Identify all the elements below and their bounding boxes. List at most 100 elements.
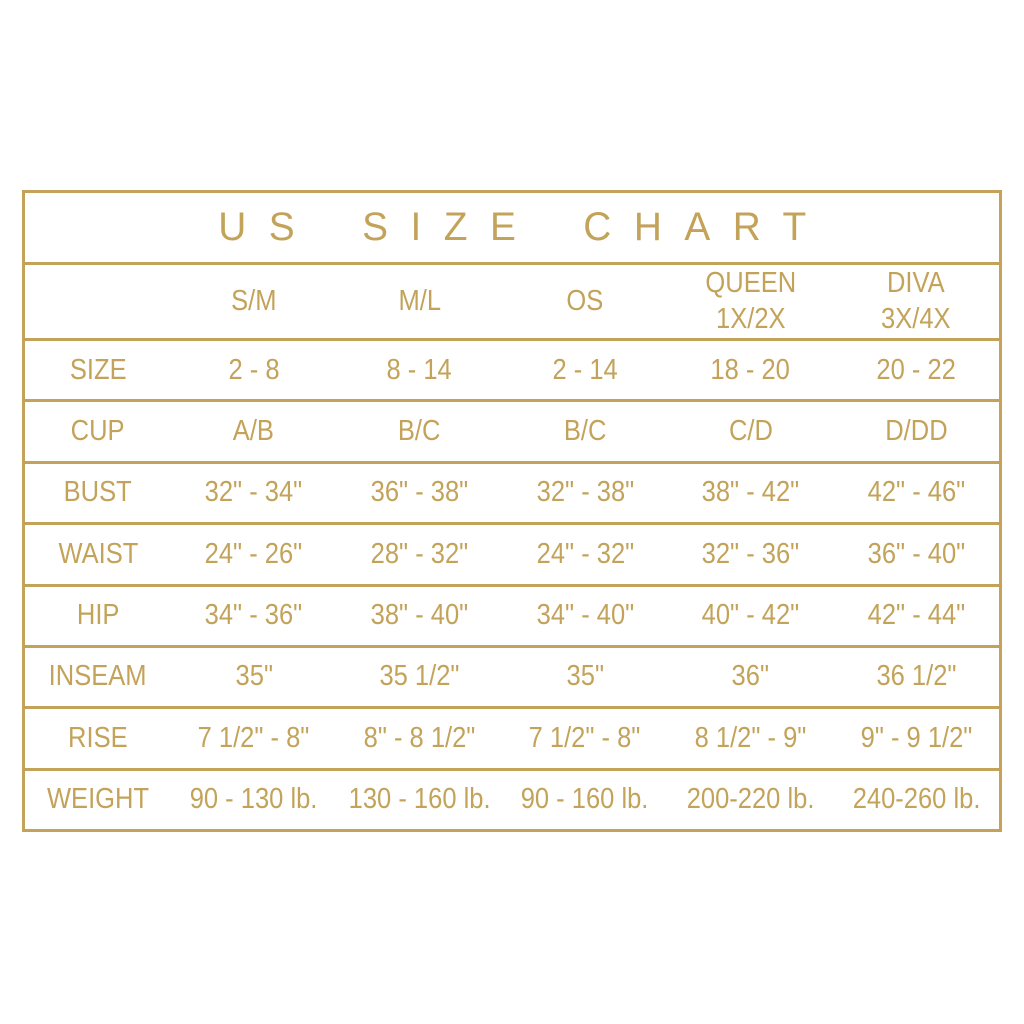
cell-value: 38" - 42" xyxy=(701,476,800,509)
table-cell: 32" - 34" xyxy=(171,475,337,510)
cell-value: C/D xyxy=(728,414,773,447)
table-cell: 24" - 26" xyxy=(171,537,337,572)
table-cell: 34" - 40" xyxy=(502,598,668,633)
column-header: M/L xyxy=(337,284,503,319)
cell-value: D/DD xyxy=(885,414,948,447)
table-row: BUST 32" - 34" 36" - 38" 32" - 38" 38" - 42… xyxy=(25,460,999,522)
cell-value: B/C xyxy=(563,414,607,447)
cell-value: 32" - 38" xyxy=(536,476,634,509)
table-row: INSEAM 35" 35 1/2" 35" 36" 36 1/2" xyxy=(25,644,999,706)
table-cell: 18 - 20 xyxy=(668,353,834,388)
cell-value: 24" - 26" xyxy=(205,537,303,570)
cell-value: A/B xyxy=(233,414,275,447)
cell-value: 32" - 34" xyxy=(205,476,303,509)
table-cell: 7 1/2" - 8" xyxy=(171,721,337,756)
row-label-cell: WAIST xyxy=(25,537,171,572)
row-label-cell: HIP xyxy=(25,598,171,633)
row-label: CUP xyxy=(71,414,125,447)
cell-value: B/C xyxy=(398,414,441,447)
cell-value: 28" - 32" xyxy=(370,537,469,570)
cell-value: 2 - 8 xyxy=(228,353,280,386)
cell-value: 90 - 160 lb. xyxy=(521,783,649,816)
table-cell: 90 - 130 lb. xyxy=(171,782,337,817)
cell-value: 8 - 14 xyxy=(386,353,453,386)
size-chart-table: US SIZE CHART S/M M/L OS QUEEN 1X/2X DIV… xyxy=(22,190,1002,832)
table-cell: 8 - 14 xyxy=(337,353,503,388)
cell-value: 200-220 lb. xyxy=(686,783,815,816)
table-cell: 35" xyxy=(502,659,668,694)
table-cell: 32" - 38" xyxy=(502,475,668,510)
cell-value: 42" - 46" xyxy=(867,476,965,509)
table-row: WEIGHT 90 - 130 lb. 130 - 160 lb. 90 - 160… xyxy=(25,767,999,829)
cell-value: 7 1/2" - 8" xyxy=(529,721,641,754)
table-cell: 2 - 14 xyxy=(502,353,668,388)
cell-value: 34" - 36" xyxy=(205,599,303,631)
table-cell: 36" - 40" xyxy=(833,537,999,572)
cell-value: 40" - 42" xyxy=(701,599,800,631)
table-cell: 34" - 36" xyxy=(171,598,337,633)
table-cell: 32" - 36" xyxy=(668,537,834,572)
cell-value: 8 1/2" - 9" xyxy=(694,721,807,754)
cell-value: 36" - 40" xyxy=(867,537,965,570)
column-header-line1: OS xyxy=(566,284,604,317)
column-header-line1: DIVA xyxy=(887,267,946,300)
row-label-cell: WEIGHT xyxy=(25,782,171,817)
table-cell: B/C xyxy=(502,414,668,449)
row-label: INSEAM xyxy=(49,660,147,693)
column-header-line1: S/M xyxy=(231,284,277,317)
table-cell: 35 1/2" xyxy=(337,659,503,694)
cell-value: 130 - 160 lb. xyxy=(348,783,491,816)
table-cell: B/C xyxy=(337,414,503,449)
cell-value: 36" xyxy=(731,660,770,693)
cell-value: 18 - 20 xyxy=(710,353,791,386)
cell-value: 36" - 38" xyxy=(370,476,469,509)
cell-value: 35 1/2" xyxy=(379,660,460,693)
row-label: WEIGHT xyxy=(46,783,150,816)
table-cell: 28" - 32" xyxy=(337,537,503,572)
table-cell: 90 - 160 lb. xyxy=(502,782,668,817)
column-header: DIVA 3X/4X xyxy=(833,266,999,337)
column-header-line1: QUEEN xyxy=(705,267,796,300)
cell-value: 35" xyxy=(235,660,273,693)
cell-value: 90 - 130 lb. xyxy=(189,783,318,816)
row-label-cell: SIZE xyxy=(25,353,171,388)
cell-value: 9" - 9 1/2" xyxy=(860,721,973,754)
row-label: RISE xyxy=(68,721,128,754)
table-cell: 240-260 lb. xyxy=(833,782,999,817)
table-row: SIZE 2 - 8 8 - 14 2 - 14 18 - 20 20 - 22 xyxy=(25,338,999,399)
cell-value: 42" - 44" xyxy=(867,599,965,631)
table-cell: 130 - 160 lb. xyxy=(337,782,503,817)
table-cell: 42" - 44" xyxy=(833,598,999,633)
row-label-cell: INSEAM xyxy=(25,659,171,694)
cell-value: 2 - 14 xyxy=(552,353,618,386)
chart-title-row: US SIZE CHART xyxy=(25,193,999,262)
table-cell: 36" - 38" xyxy=(337,475,503,510)
cell-value: 34" - 40" xyxy=(536,599,634,631)
table-cell: 8" - 8 1/2" xyxy=(337,721,503,756)
row-label: HIP xyxy=(76,599,120,631)
table-cell: 200-220 lb. xyxy=(668,782,834,817)
cell-value: 24" - 32" xyxy=(536,537,634,570)
table-cell: 24" - 32" xyxy=(502,537,668,572)
table-cell: C/D xyxy=(668,414,834,449)
table-cell: 7 1/2" - 8" xyxy=(502,721,668,756)
table-row: CUP A/B B/C B/C C/D D/DD xyxy=(25,399,999,460)
row-label: WAIST xyxy=(58,537,138,570)
cell-value: 20 - 22 xyxy=(876,353,956,386)
cell-value: 36 1/2" xyxy=(876,660,957,693)
row-label: BUST xyxy=(63,476,133,509)
table-row: WAIST 24" - 26" 28" - 32" 24" - 32" 32" - 3… xyxy=(25,522,999,583)
chart-title: US SIZE CHART xyxy=(217,205,829,249)
row-label-cell: BUST xyxy=(25,475,171,510)
table-row: HIP 34" - 36" 38" - 40" 34" - 40" 40" - 42"… xyxy=(25,583,999,645)
table-cell: 9" - 9 1/2" xyxy=(833,721,999,756)
table-cell: 35" xyxy=(171,659,337,694)
row-label: SIZE xyxy=(69,353,127,386)
table-cell: 38" - 42" xyxy=(668,475,834,510)
column-header: OS xyxy=(502,284,668,319)
column-header-line2: 3X/4X xyxy=(881,302,951,335)
table-row: RISE 7 1/2" - 8" 8" - 8 1/2" 7 1/2" - 8" 8 … xyxy=(25,706,999,767)
table-cell: 20 - 22 xyxy=(833,353,999,388)
table-cell: 42" - 46" xyxy=(833,475,999,510)
table-cell: A/B xyxy=(171,414,337,449)
